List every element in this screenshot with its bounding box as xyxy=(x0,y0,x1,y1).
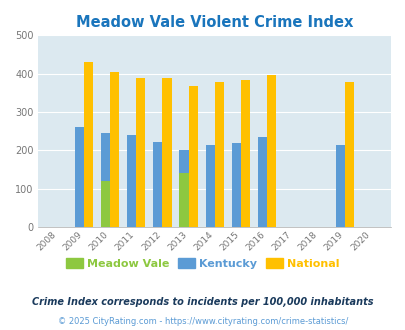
Bar xyxy=(205,145,214,227)
Bar xyxy=(162,78,171,227)
Legend: Meadow Vale, Kentucky, National: Meadow Vale, Kentucky, National xyxy=(62,254,343,273)
Text: © 2025 CityRating.com - https://www.cityrating.com/crime-statistics/: © 2025 CityRating.com - https://www.city… xyxy=(58,317,347,326)
Bar xyxy=(110,72,119,227)
Bar xyxy=(101,133,110,227)
Bar xyxy=(179,173,188,227)
Bar xyxy=(127,135,136,227)
Text: Crime Index corresponds to incidents per 100,000 inhabitants: Crime Index corresponds to incidents per… xyxy=(32,297,373,307)
Bar xyxy=(214,82,223,227)
Bar xyxy=(101,181,110,227)
Bar xyxy=(335,145,344,227)
Bar xyxy=(153,142,162,227)
Bar xyxy=(136,78,145,227)
Bar xyxy=(188,86,197,227)
Bar xyxy=(75,127,84,227)
Bar xyxy=(266,75,275,227)
Bar xyxy=(179,149,188,227)
Bar xyxy=(231,143,240,227)
Bar xyxy=(344,82,354,227)
Bar xyxy=(257,137,266,227)
Bar xyxy=(240,80,249,227)
Bar xyxy=(84,62,93,227)
Title: Meadow Vale Violent Crime Index: Meadow Vale Violent Crime Index xyxy=(76,15,352,30)
